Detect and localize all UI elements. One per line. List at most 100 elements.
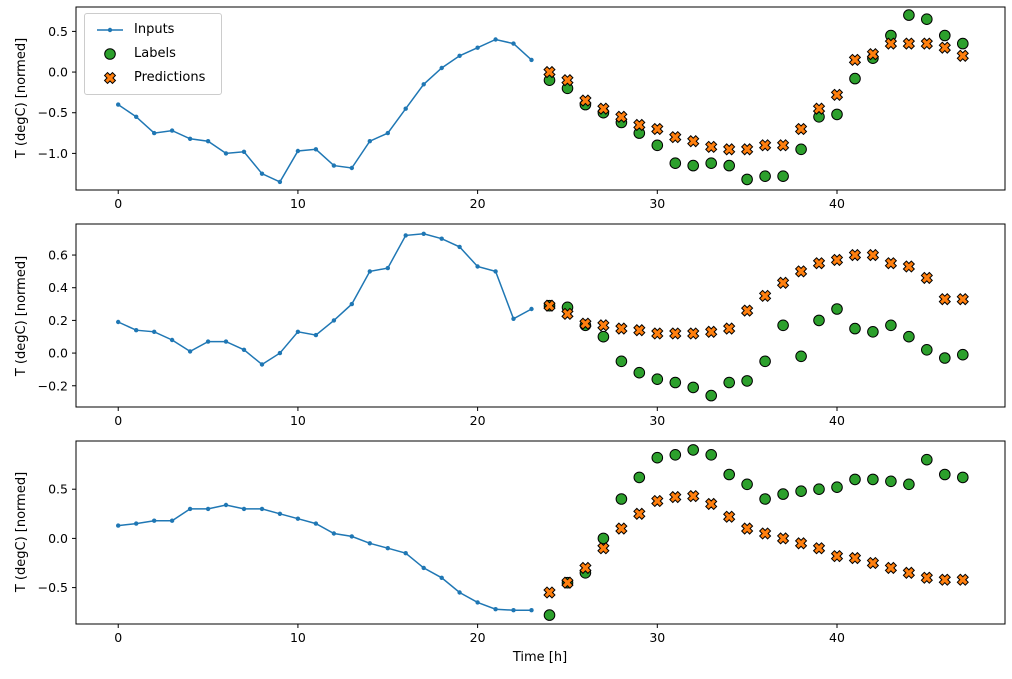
labels-marker: [903, 478, 915, 491]
predictions-marker: [561, 307, 574, 321]
predictions-marker: [633, 118, 646, 132]
labels-marker: [813, 314, 825, 327]
inputs-marker: [187, 506, 193, 512]
predictions-marker: [758, 139, 772, 152]
predictions-marker: [687, 135, 700, 148]
inputs-marker: [169, 518, 175, 523]
inputs-marker: [403, 106, 408, 111]
predictions-marker: [561, 576, 574, 589]
predictions-marker: [669, 490, 682, 504]
labels-marker: [741, 375, 753, 387]
legend-label-inputs: Inputs: [134, 22, 175, 37]
predictions-marker: [597, 319, 610, 332]
inputs-marker: [511, 608, 516, 613]
predictions-marker: [812, 542, 826, 555]
x-tick-label: 30: [649, 630, 665, 645]
x-tick-label: 20: [470, 413, 486, 428]
predictions-marker: [902, 37, 916, 50]
predictions-marker: [776, 276, 790, 289]
predictions-marker: [866, 556, 880, 570]
inputs-marker: [475, 264, 480, 269]
inputs-marker: [529, 306, 534, 312]
predictions-marker: [830, 253, 844, 267]
predictions-marker: [615, 322, 628, 335]
inputs-marker: [403, 233, 408, 238]
inputs-marker: [259, 506, 265, 512]
labels-marker: [723, 376, 736, 389]
predictions-marker-icon: [103, 71, 117, 85]
labels-marker: [903, 330, 915, 343]
labels-marker: [723, 468, 736, 481]
labels-marker: [705, 389, 718, 402]
y-tick-label: 0.0: [48, 346, 68, 361]
subplot-2-canvas: 0.6 0.4 0.2 0.0 −0.2 0 10 20 30 40: [38, 223, 1006, 428]
legend-swatch-0: [95, 22, 125, 38]
inputs-marker: [187, 349, 193, 354]
inputs-marker: [349, 534, 354, 539]
predictions-marker: [561, 74, 574, 87]
inputs-marker: [439, 65, 444, 71]
x-tick-label: 40: [829, 413, 845, 428]
x-tick-label: 20: [470, 196, 486, 211]
inputs-marker: [277, 350, 283, 356]
predictions-marker: [794, 265, 808, 278]
labels-marker: [849, 322, 861, 335]
predictions-marker: [579, 317, 592, 330]
inputs-marker: [457, 53, 462, 58]
inputs-marker: [295, 516, 301, 521]
x-axis-label: Time [h]: [512, 650, 568, 665]
predictions-marker: [920, 271, 933, 285]
predictions-marker: [669, 327, 682, 340]
inputs-marker: [457, 244, 462, 250]
predictions-marker: [705, 497, 718, 511]
labels-marker: [741, 173, 753, 186]
labels-marker: [687, 444, 700, 456]
y-tick-label: 0.2: [48, 313, 68, 328]
predictions-marker: [866, 48, 880, 61]
predictions-marker: [794, 537, 808, 550]
inputs-marker: [385, 546, 390, 551]
inputs-marker: [529, 608, 534, 613]
labels-marker: [777, 488, 789, 500]
inputs-marker: [241, 347, 247, 352]
labels-marker: [957, 348, 969, 361]
predictions-marker: [956, 293, 969, 306]
labels-marker: [741, 478, 753, 491]
labels-marker: [903, 9, 915, 21]
predictions-marker: [956, 573, 969, 586]
predictions-marker: [938, 293, 951, 306]
inputs-marker: [152, 329, 157, 334]
predictions-marker: [633, 507, 646, 520]
inputs-marker: [277, 179, 283, 185]
inputs-marker: [259, 362, 265, 367]
labels-marker: [867, 473, 879, 486]
inputs-marker: [116, 319, 121, 325]
labels-marker: [921, 13, 933, 26]
inputs-marker: [475, 600, 480, 605]
x-tick-label: 10: [290, 413, 306, 428]
inputs-marker-icon: [97, 27, 123, 33]
predictions-marker: [884, 561, 898, 575]
legend-item-labels: Labels: [95, 46, 205, 62]
inputs-marker: [439, 236, 444, 241]
labels-marker: [723, 159, 736, 172]
labels-marker: [759, 493, 771, 505]
inputs-marker: [493, 269, 498, 274]
subplot-2: 0.6 0.4 0.2 0.0 −0.2 0 10 20 30 40: [0, 217, 1012, 434]
inputs-marker: [223, 339, 229, 344]
predictions-marker: [812, 102, 826, 115]
legend-label-predictions: Predictions: [134, 70, 206, 85]
predictions-marker: [615, 522, 628, 535]
predictions-marker: [740, 304, 754, 317]
labels-marker: [651, 139, 664, 152]
predictions-marker: [633, 324, 646, 337]
predictions-marker: [651, 327, 664, 340]
predictions-marker: [723, 510, 736, 523]
predictions-marker: [597, 102, 610, 115]
inputs-marker: [169, 128, 175, 133]
predictions-marker: [884, 37, 898, 50]
labels-marker: [687, 159, 700, 172]
labels-marker: [885, 319, 897, 332]
inputs-marker: [134, 114, 139, 120]
predictions-marker: [669, 130, 682, 144]
